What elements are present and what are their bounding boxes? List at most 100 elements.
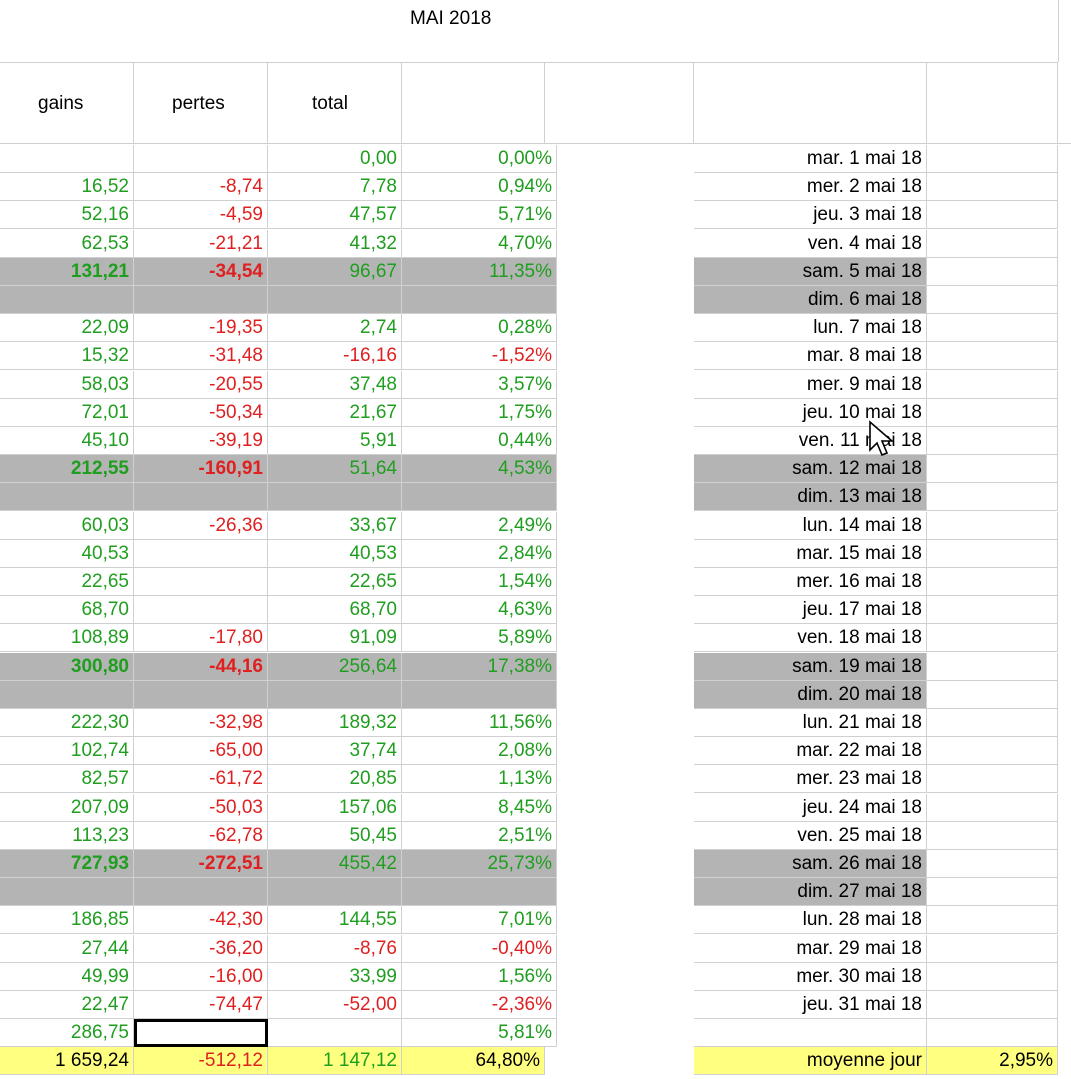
cell-extra[interactable] xyxy=(927,680,1058,709)
cell-pertes[interactable] xyxy=(134,1019,268,1048)
cell-total[interactable]: 33,99 xyxy=(268,962,402,991)
cell-gains[interactable]: 68,70 xyxy=(0,596,134,625)
cell-total[interactable]: 256,64 xyxy=(268,652,402,681)
cell-gains[interactable] xyxy=(0,878,134,907)
cell-gains[interactable]: 113,23 xyxy=(0,821,134,850)
cell-extra[interactable] xyxy=(927,511,1058,540)
cell-extra[interactable] xyxy=(927,314,1058,343)
cell-pct[interactable] xyxy=(402,680,557,709)
cell-total[interactable] xyxy=(268,483,402,512)
cell-extra[interactable] xyxy=(927,229,1058,258)
cell-gains[interactable]: 108,89 xyxy=(0,624,134,653)
cell-pertes[interactable] xyxy=(134,878,268,907)
header-gap[interactable] xyxy=(545,63,694,143)
total-pct[interactable]: 64,80% xyxy=(402,1047,545,1076)
cell-pct[interactable]: 0,28% xyxy=(402,314,557,343)
cell-total[interactable] xyxy=(268,680,402,709)
cell-pct[interactable]: 1,54% xyxy=(402,568,557,596)
cell-date[interactable]: lun. 21 mai 18 xyxy=(694,709,927,737)
cell-extra[interactable] xyxy=(927,596,1058,625)
cell-gains[interactable]: 58,03 xyxy=(0,370,134,399)
cell-total[interactable]: 189,32 xyxy=(268,709,402,737)
cell-extra[interactable] xyxy=(927,793,1058,822)
cell-gains[interactable]: 60,03 xyxy=(0,511,134,540)
cell-date[interactable]: mer. 30 mai 18 xyxy=(694,962,927,991)
cell-extra[interactable] xyxy=(927,737,1058,766)
cell-gains[interactable]: 22,65 xyxy=(0,568,134,596)
cell-total[interactable]: 41,32 xyxy=(268,229,402,258)
cell-extra[interactable] xyxy=(927,568,1058,596)
cell-extra[interactable] xyxy=(927,173,1058,202)
cell-gains[interactable]: 45,10 xyxy=(0,427,134,455)
cell-extra[interactable] xyxy=(927,398,1058,427)
cell-date[interactable]: ven. 18 mai 18 xyxy=(694,624,927,653)
cell-total[interactable]: 37,74 xyxy=(268,737,402,766)
cell-gains[interactable]: 286,75 xyxy=(0,1019,134,1048)
cell-pertes[interactable]: -16,00 xyxy=(134,962,268,991)
cell-pertes[interactable] xyxy=(134,539,268,568)
cell-pertes[interactable]: -42,30 xyxy=(134,906,268,935)
cell-pct[interactable] xyxy=(402,878,557,907)
cell-pertes[interactable]: -8,74 xyxy=(134,173,268,202)
cell-total[interactable]: 7,78 xyxy=(268,173,402,202)
cell-date[interactable]: mar. 29 mai 18 xyxy=(694,934,927,963)
header-gains[interactable]: gains xyxy=(0,63,134,143)
cell-total[interactable] xyxy=(268,878,402,907)
cell-pct[interactable]: 2,08% xyxy=(402,737,557,766)
cell-pertes[interactable]: -272,51 xyxy=(134,850,268,878)
cell-gains[interactable]: 207,09 xyxy=(0,793,134,822)
cell-extra[interactable] xyxy=(927,765,1058,794)
cell-extra[interactable] xyxy=(927,652,1058,681)
cell-extra[interactable] xyxy=(927,257,1058,286)
cell-total[interactable]: -8,76 xyxy=(268,934,402,963)
cell-total[interactable]: 20,85 xyxy=(268,765,402,794)
cell-date[interactable]: sam. 26 mai 18 xyxy=(694,850,927,878)
cell-date[interactable]: dim. 13 mai 18 xyxy=(694,483,927,512)
cell-pertes[interactable]: -17,80 xyxy=(134,624,268,653)
cell-pertes[interactable]: -19,35 xyxy=(134,314,268,343)
cell-gains[interactable]: 212,55 xyxy=(0,455,134,484)
header-pct[interactable] xyxy=(402,63,545,143)
cell-extra[interactable] xyxy=(927,539,1058,568)
cell-pertes[interactable] xyxy=(134,483,268,512)
total-label[interactable]: moyenne jour xyxy=(694,1047,927,1076)
cell-pertes[interactable]: -20,55 xyxy=(134,370,268,399)
cell-gains[interactable]: 186,85 xyxy=(0,906,134,935)
cell-pertes[interactable]: -50,03 xyxy=(134,793,268,822)
cell-extra[interactable] xyxy=(927,286,1058,314)
cell-date[interactable]: sam. 19 mai 18 xyxy=(694,652,927,681)
cell-pertes[interactable] xyxy=(134,680,268,709)
cell-pct[interactable]: 5,89% xyxy=(402,624,557,653)
header-extra[interactable] xyxy=(927,63,1058,143)
cell-total[interactable]: 47,57 xyxy=(268,201,402,230)
cell-pct[interactable]: 2,84% xyxy=(402,539,557,568)
cell-gains[interactable]: 131,21 xyxy=(0,257,134,286)
cell-extra[interactable] xyxy=(927,1019,1058,1048)
cell-pct[interactable]: 25,73% xyxy=(402,850,557,878)
cell-extra[interactable] xyxy=(927,934,1058,963)
cell-gains[interactable]: 62,53 xyxy=(0,229,134,258)
cell-pertes[interactable] xyxy=(134,568,268,596)
cell-total[interactable]: 157,06 xyxy=(268,793,402,822)
cell-gains[interactable] xyxy=(0,286,134,314)
cell-date[interactable]: lun. 28 mai 18 xyxy=(694,906,927,935)
cell-pertes[interactable]: -44,16 xyxy=(134,652,268,681)
cell-pct[interactable]: 5,71% xyxy=(402,201,557,230)
cell-date[interactable]: jeu. 10 mai 18 xyxy=(694,398,927,427)
cell-date[interactable]: jeu. 17 mai 18 xyxy=(694,596,927,625)
cell-pct[interactable]: 4,53% xyxy=(402,455,557,484)
cell-pertes[interactable]: -26,36 xyxy=(134,511,268,540)
cell-total[interactable]: -52,00 xyxy=(268,991,402,1019)
cell-date[interactable] xyxy=(694,1019,927,1048)
cell-pertes[interactable] xyxy=(134,145,268,173)
cell-extra[interactable] xyxy=(927,821,1058,850)
cell-pct[interactable] xyxy=(402,483,557,512)
cell-extra[interactable] xyxy=(927,962,1058,991)
cell-date[interactable]: mer. 23 mai 18 xyxy=(694,765,927,794)
cell-pct[interactable]: 4,70% xyxy=(402,229,557,258)
total-total[interactable]: 1 147,12 xyxy=(268,1047,402,1076)
cell-total[interactable]: 37,48 xyxy=(268,370,402,399)
cell-pct[interactable]: 0,00% xyxy=(402,145,557,173)
cell-extra[interactable] xyxy=(927,427,1058,455)
cell-total[interactable]: 2,74 xyxy=(268,314,402,343)
